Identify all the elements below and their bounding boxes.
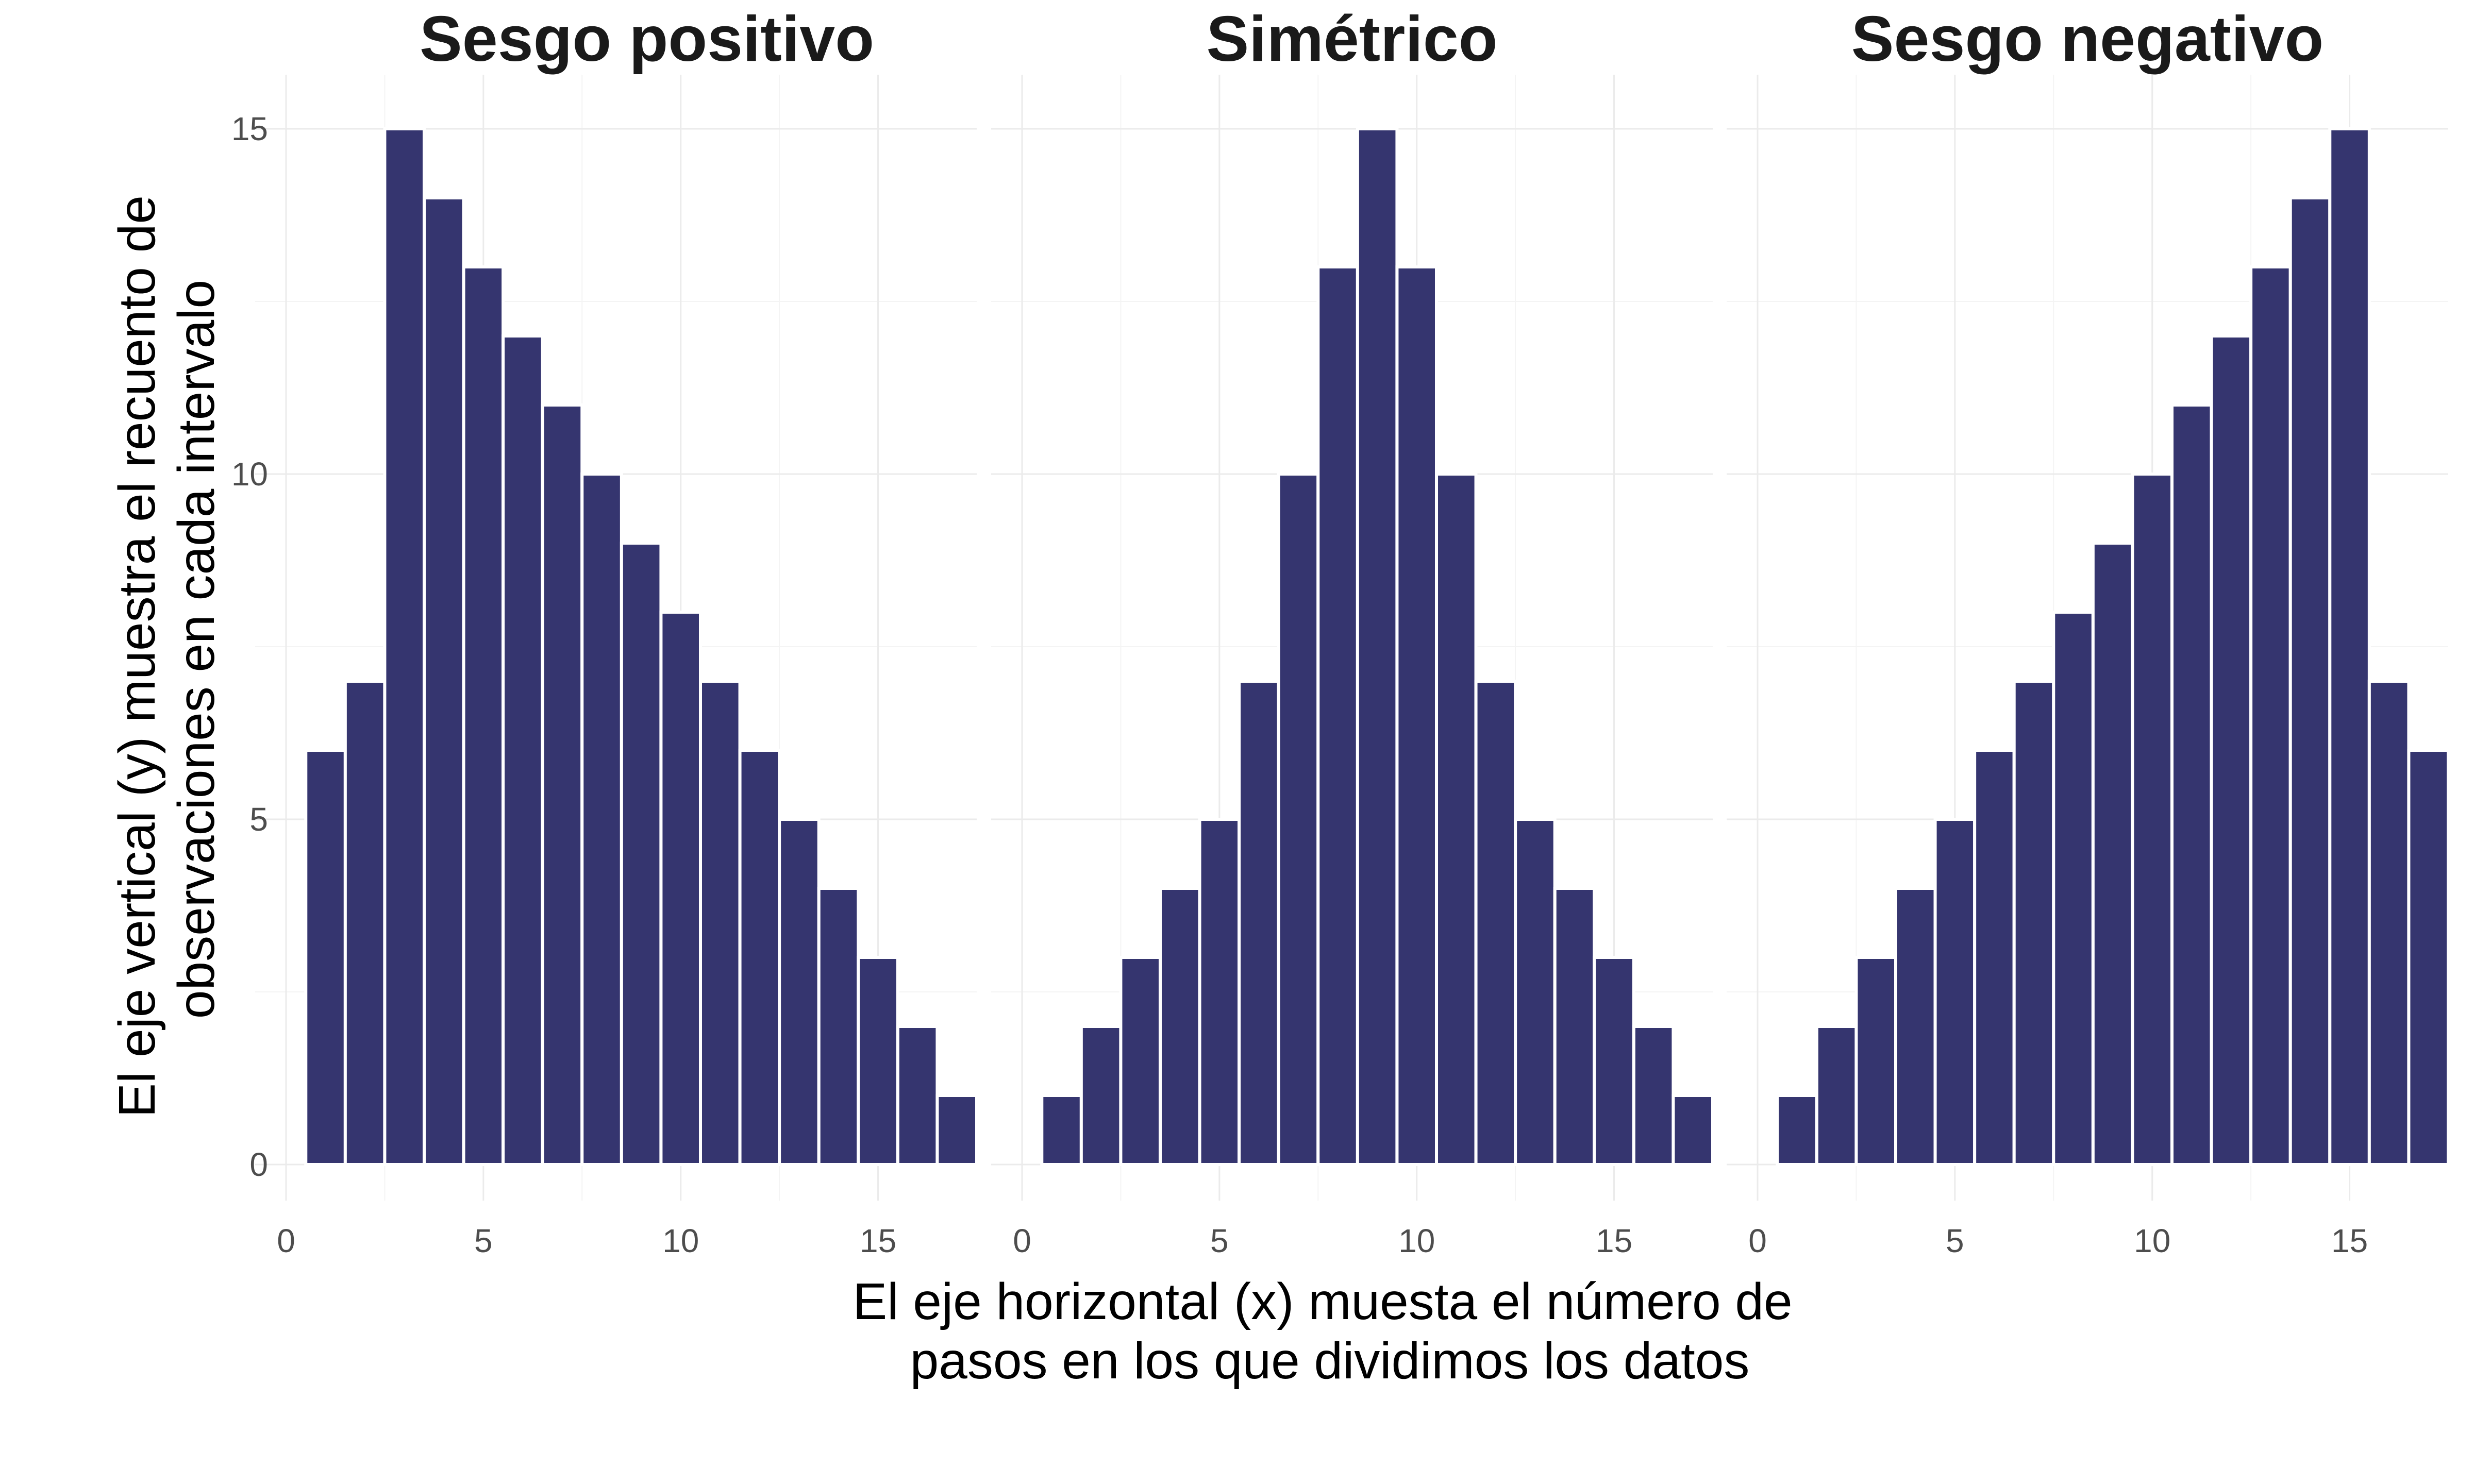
x-axis-title-line-1: El eje horizontal (x) muesta el número d… <box>853 1273 1793 1330</box>
histogram-bar <box>1553 887 1596 1166</box>
histogram-bar <box>1514 818 1557 1166</box>
histogram-bar <box>383 127 426 1166</box>
histogram-bar <box>1356 127 1399 1166</box>
histogram-bar <box>1671 1094 1714 1166</box>
histogram-bar <box>2210 334 2253 1166</box>
histogram-bar <box>2170 403 2213 1166</box>
histogram-bar <box>1079 1025 1123 1166</box>
histogram-bar <box>935 1094 979 1166</box>
histogram-bar <box>1815 1025 1858 1166</box>
histogram-bar <box>343 680 387 1166</box>
histogram-bar <box>2367 680 2411 1166</box>
y-tick-label: 5 <box>249 801 268 838</box>
histogram-bar <box>1933 818 1977 1166</box>
x-tick-label: 10 <box>662 1222 699 1259</box>
y-axis-title-line-1: El eje vertical (y) muestra el recuento … <box>108 195 166 1118</box>
histogram-bar <box>738 749 781 1166</box>
histogram-bar <box>659 611 703 1166</box>
histogram-bar <box>423 196 465 1166</box>
histogram-bar <box>1894 887 1937 1166</box>
panel-title: Sesgo positivo <box>420 4 874 75</box>
histogram-bar <box>2288 196 2332 1166</box>
histogram-bar <box>1474 680 1517 1166</box>
histogram-bar <box>2052 611 2095 1166</box>
x-tick-label: 15 <box>1596 1222 1632 1259</box>
panels: 0 5 10 15 0 5 10 15 Sesgo positivo 0 5 10 15 Simétric… <box>231 4 2450 1259</box>
x-tick-label: 10 <box>2134 1222 2170 1259</box>
x-axis-title-line-2: pasos en los que dividimos los datos <box>910 1332 1750 1390</box>
histogram-bar <box>1238 680 1280 1166</box>
histogram-bar <box>580 473 623 1166</box>
panel-3: 0 5 10 15 Sesgo negativo <box>1727 4 2450 1259</box>
histogram-bar <box>857 956 899 1166</box>
histogram-bar <box>1277 473 1320 1166</box>
x-tick-label: 10 <box>1398 1222 1435 1259</box>
histogram-bar <box>502 334 544 1166</box>
histogram-bar <box>2249 265 2292 1166</box>
histogram-bar <box>1316 265 1359 1166</box>
y-axis-title-group: El eje vertical (y) muestra el recuento … <box>108 181 225 1118</box>
x-tick-label: 5 <box>1210 1222 1229 1259</box>
histogram-bar <box>2131 473 2174 1166</box>
x-tick-label: 0 <box>277 1222 295 1259</box>
histogram-bar <box>1119 956 1162 1166</box>
panel-2: 0 5 10 15 Simétrico <box>991 4 1714 1259</box>
x-tick-label: 0 <box>1013 1222 1031 1259</box>
histogram-bar <box>1632 1025 1675 1166</box>
histogram-bar <box>1159 887 1201 1166</box>
histogram-bar <box>541 403 584 1166</box>
histogram-bar <box>1854 956 1897 1166</box>
histogram-bar <box>620 542 663 1166</box>
y-tick-label: 15 <box>231 110 268 147</box>
histogram-bar <box>2328 127 2371 1166</box>
x-axis-title: El eje horizontal (x) muesta el número d… <box>853 1273 1807 1390</box>
histogram-bar <box>2407 749 2450 1166</box>
histogram-bar <box>778 818 821 1166</box>
panel-title: Simétrico <box>1206 4 1497 75</box>
histogram-bar <box>1973 749 2016 1166</box>
panel-title: Sesgo negativo <box>1851 4 2323 75</box>
x-tick-label: 5 <box>1946 1222 1964 1259</box>
x-tick-label: 5 <box>474 1222 493 1259</box>
histogram-bar <box>1395 265 1438 1166</box>
histogram-bar <box>1776 1094 1818 1166</box>
histogram-bar <box>1198 818 1241 1166</box>
panel-1: 0 5 10 15 0 5 10 15 Sesgo positivo <box>231 4 979 1259</box>
x-tick-label: 15 <box>860 1222 896 1259</box>
histogram-bar <box>1040 1094 1083 1166</box>
histogram-bar <box>1435 473 1478 1166</box>
y-axis-title: El eje vertical (y) muestra el recuento … <box>108 181 225 1117</box>
y-tick-label: 0 <box>249 1146 268 1183</box>
y-axis-title-line-2: observaciones en cada intervalo <box>168 280 225 1019</box>
histogram-bar <box>896 1025 939 1166</box>
histogram-bar <box>2012 680 2055 1166</box>
x-tick-label: 0 <box>1748 1222 1767 1259</box>
histogram-bar <box>462 265 505 1166</box>
histogram-bar <box>699 680 742 1166</box>
histogram-bar <box>304 749 347 1166</box>
x-tick-label: 15 <box>2331 1222 2368 1259</box>
y-tick-label: 10 <box>231 456 268 493</box>
histogram-bar <box>2091 542 2134 1166</box>
histogram-bar <box>1593 956 1635 1166</box>
histogram-bar <box>817 887 860 1166</box>
